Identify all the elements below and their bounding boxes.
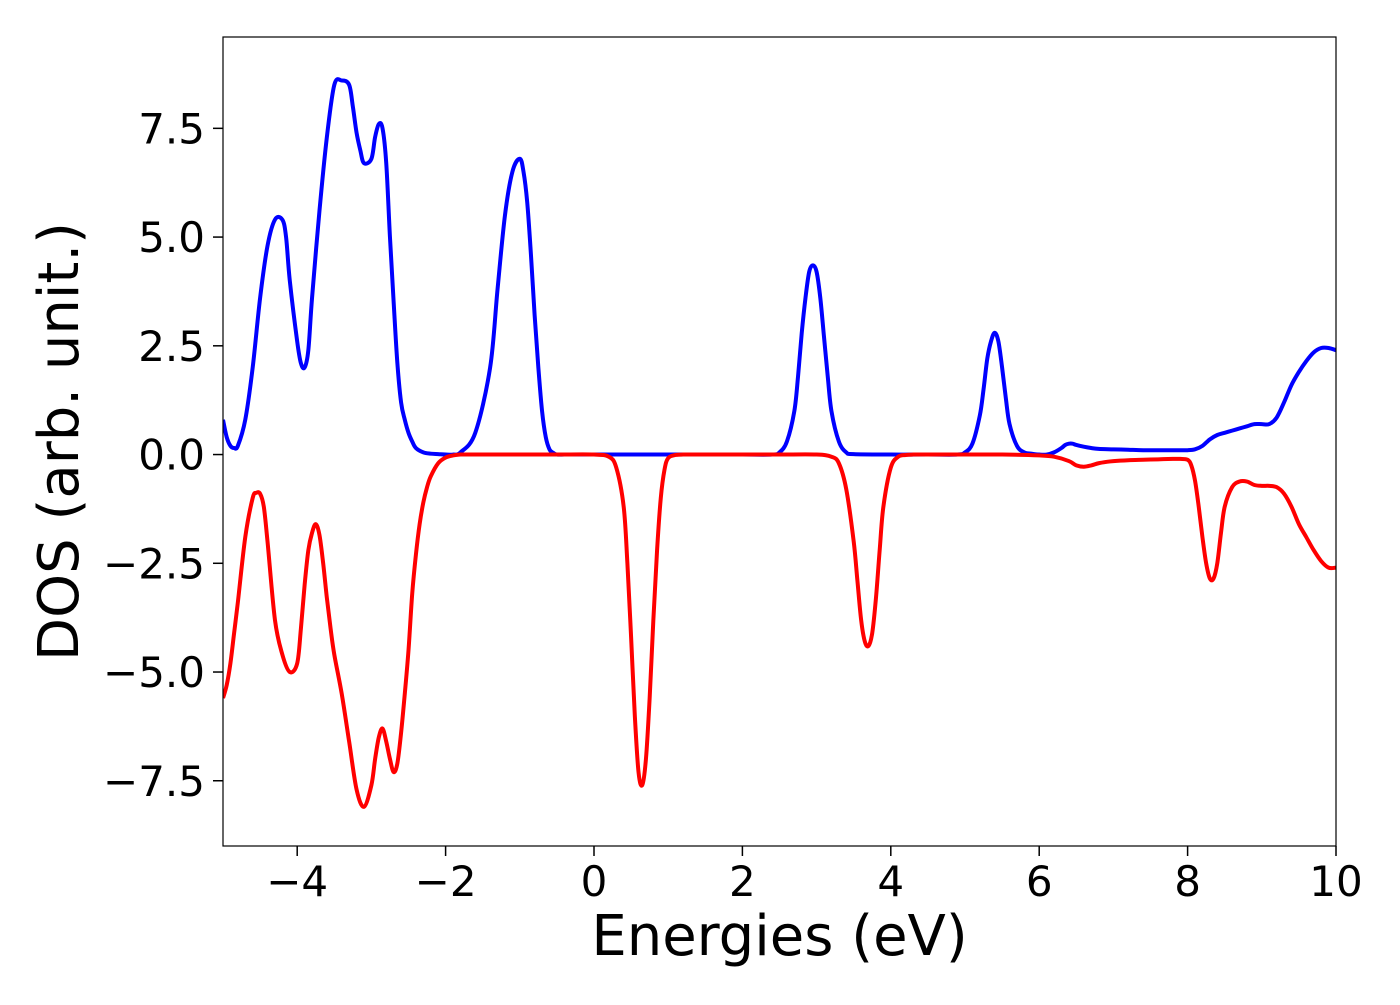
y-tick-label: −5.0 — [103, 648, 205, 697]
y-tick-label: −2.5 — [103, 539, 205, 588]
plot-area-frame — [222, 36, 1337, 847]
y-tick-label: −7.5 — [103, 757, 205, 806]
dos-series-line-1 — [223, 77, 1336, 457]
x-tick-label: 2 — [729, 857, 756, 906]
y-axis: −7.5 −5.0 −2.5 0.0 2.5 5.0 7.5 — [103, 104, 223, 806]
x-tick-label: 0 — [581, 857, 608, 906]
y-axis-title: DOS (arb. unit.) — [27, 222, 92, 661]
y-tick-label: 5.0 — [138, 213, 205, 262]
x-tick-label: −2 — [415, 857, 477, 906]
series-layer — [223, 77, 1336, 809]
dos-series-line-2 — [223, 452, 1336, 809]
y-tick-label: 0.0 — [138, 431, 205, 480]
y-tick-label: 7.5 — [138, 104, 205, 153]
x-axis-title: Energies (eV) — [591, 904, 967, 969]
x-tick-label: 10 — [1309, 857, 1362, 906]
x-tick-label: −4 — [266, 857, 328, 906]
x-tick-label: 8 — [1174, 857, 1201, 906]
x-tick-label: 4 — [877, 857, 904, 906]
x-tick-label: 6 — [1026, 857, 1053, 906]
y-tick-label: 2.5 — [138, 322, 205, 371]
x-axis: −4 −2 0 2 4 6 8 10 — [266, 846, 1363, 906]
